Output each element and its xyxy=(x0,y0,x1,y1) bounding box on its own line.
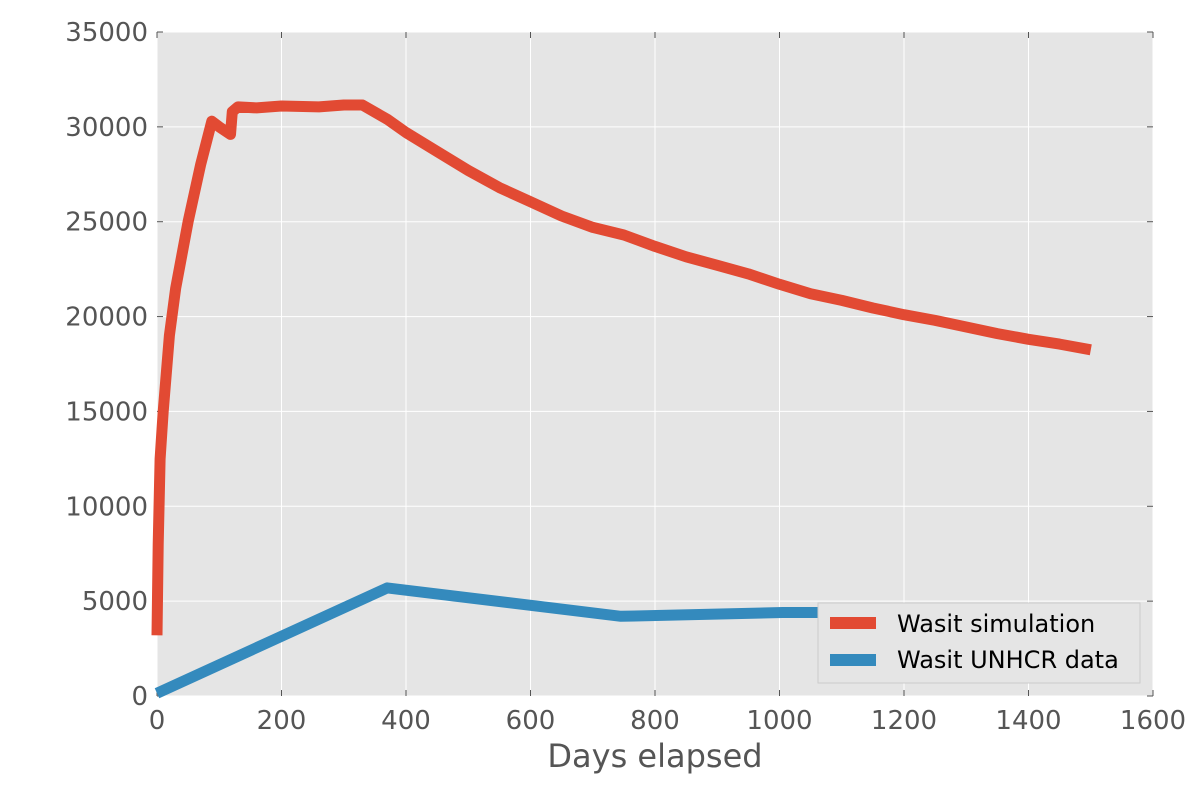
x-tick-label: 1200 xyxy=(871,706,937,736)
x-tick-label: 1000 xyxy=(746,706,812,736)
series-lines xyxy=(151,99,1092,699)
y-tick-label: 20000 xyxy=(65,303,148,333)
y-tick-label: 30000 xyxy=(65,113,148,143)
x-tick-labels: 0 200 400 600 800 1000 1200 1400 1600 xyxy=(149,706,1186,736)
x-tick-label: 1400 xyxy=(995,706,1061,736)
y-tick-label: 10000 xyxy=(65,492,148,522)
x-tick-label: 800 xyxy=(630,706,680,736)
y-tick-label: 0 xyxy=(131,682,148,712)
y-tick-labels: 0 5000 10000 15000 20000 25000 30000 35000 xyxy=(65,18,148,712)
x-tick-label: 1600 xyxy=(1120,706,1186,736)
x-tick-label: 400 xyxy=(381,706,431,736)
legend-box xyxy=(817,602,1141,684)
x-tick-label: 200 xyxy=(257,706,307,736)
x-axis-title: Days elapsed xyxy=(547,737,762,775)
legend-label-unhcr: Wasit UNHCR data xyxy=(897,646,1119,674)
y-tick-label: 35000 xyxy=(65,18,148,48)
legend-label-simulation: Wasit simulation xyxy=(897,610,1095,638)
y-tick-label: 5000 xyxy=(82,587,148,617)
y-tick-label: 25000 xyxy=(65,208,148,238)
y-tick-label: 15000 xyxy=(65,397,148,427)
x-tick-label: 0 xyxy=(149,706,166,736)
series-line-simulation xyxy=(151,99,1092,636)
x-tick-label: 600 xyxy=(506,706,556,736)
series-line-unhcr xyxy=(154,582,824,699)
legend: Wasit simulation Wasit UNHCR data xyxy=(817,602,1141,684)
